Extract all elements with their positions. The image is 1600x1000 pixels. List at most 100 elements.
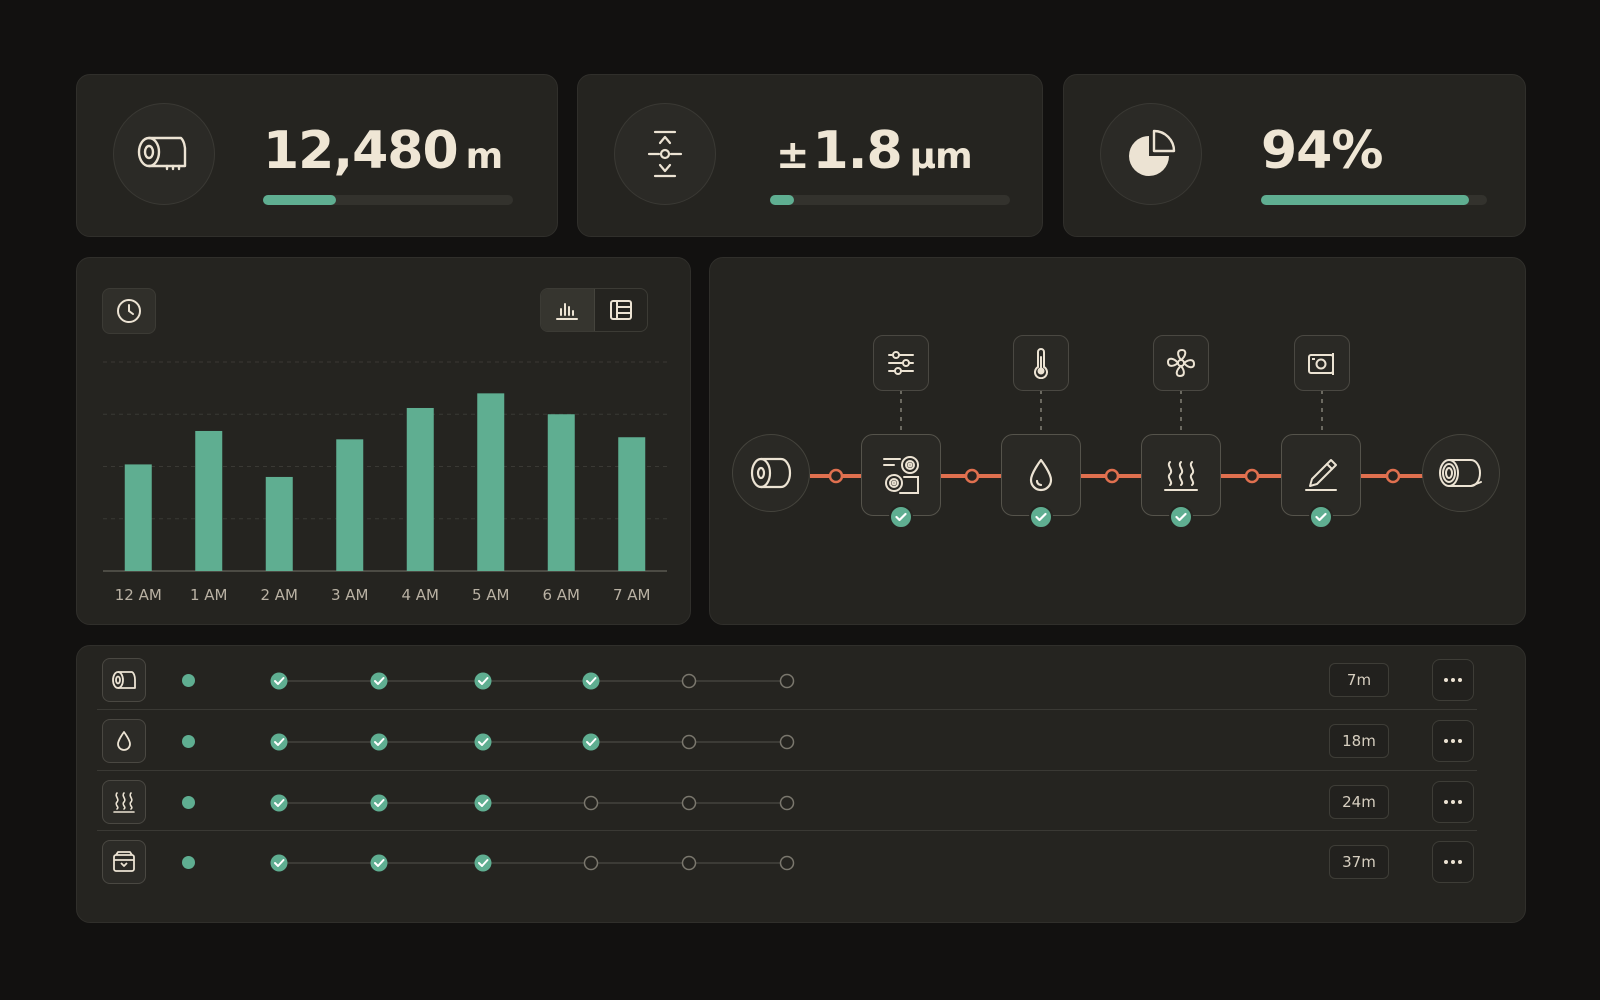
chart-x-tick-label: 3 AM	[331, 586, 369, 604]
production-bar-chart: 12 AM 1 AM 2 AM 3 AM 4 AM 5 AM 6 AM 7 AM	[103, 361, 667, 604]
paper-roll-icon	[102, 658, 146, 702]
status-dot	[182, 674, 195, 687]
step-complete-marker	[582, 733, 600, 751]
table-view-icon	[609, 300, 632, 320]
step-complete-marker	[270, 733, 288, 751]
step-complete-marker	[270, 794, 288, 812]
pipeline-junction	[1104, 468, 1120, 484]
droplet-icon	[1029, 458, 1053, 492]
check-icon	[586, 677, 597, 685]
step-pending-marker	[583, 855, 599, 871]
check-icon	[374, 799, 385, 807]
bar-chart-icon	[556, 303, 579, 320]
clock-icon[interactable]	[102, 288, 156, 334]
status-dot	[182, 856, 195, 869]
stage-complete-check-icon	[889, 505, 913, 529]
chart-x-tick-label: 1 AM	[190, 586, 228, 604]
step-complete-marker	[270, 854, 288, 872]
pipeline-stage-coating[interactable]	[1001, 434, 1081, 529]
box-icon	[102, 840, 146, 884]
check-icon	[478, 677, 489, 685]
kpi-length-value: 12,480 m	[263, 121, 503, 181]
more-options-button[interactable]	[1432, 781, 1474, 823]
step-complete-marker	[474, 854, 492, 872]
duration-badge: 37m	[1329, 845, 1389, 879]
step-pending-marker	[681, 855, 697, 871]
pipeline-connectors	[810, 390, 1430, 484]
unwind-rolls-icon	[883, 456, 919, 494]
heat-waves-icon	[102, 780, 146, 824]
step-complete-marker	[370, 672, 388, 690]
step-complete-marker	[370, 794, 388, 812]
pipeline-stage-unwind[interactable]	[861, 434, 941, 529]
check-icon	[374, 859, 385, 867]
row-divider	[97, 830, 1477, 831]
check-icon	[478, 799, 489, 807]
check-icon	[374, 677, 385, 685]
heat-waves-icon	[1164, 461, 1198, 491]
chart-bar[interactable]	[195, 430, 223, 571]
pipeline-stage-inspection[interactable]	[1281, 434, 1361, 529]
check-icon	[478, 859, 489, 867]
check-icon	[374, 738, 385, 746]
process-pipeline-card	[709, 257, 1526, 625]
chart-x-tick-label: 6 AM	[542, 586, 580, 604]
table-view-button[interactable]	[595, 289, 648, 331]
pipeline-junction	[828, 468, 844, 484]
production-chart-card: 12 AM 1 AM 2 AM 3 AM 4 AM 5 AM 6 AM 7 AM	[76, 257, 691, 625]
paper-roll-icon	[113, 103, 215, 205]
chart-x-tick-label: 7 AM	[613, 586, 651, 604]
fan-icon[interactable]	[1153, 335, 1209, 391]
chart-view-toggle	[540, 288, 648, 332]
step-pending-marker	[779, 673, 795, 689]
output-roll-icon[interactable]	[1422, 434, 1500, 512]
stage-complete-check-icon	[1169, 505, 1193, 529]
more-options-button[interactable]	[1432, 659, 1474, 701]
step-complete-marker	[270, 672, 288, 690]
chart-x-tick-label: 4 AM	[401, 586, 439, 604]
step-complete-marker	[582, 672, 600, 690]
check-icon	[274, 677, 285, 685]
step-pending-marker	[583, 795, 599, 811]
kpi-tolerance-value: ±1.8 µm	[776, 121, 973, 181]
chart-bar[interactable]	[124, 464, 152, 571]
chart-bar[interactable]	[406, 407, 434, 571]
kpi-card-efficiency: 94%	[1063, 74, 1526, 237]
camera-icon[interactable]	[1294, 335, 1350, 391]
kpi-efficiency-progress	[1261, 195, 1487, 205]
pipeline-junction	[1385, 468, 1401, 484]
check-icon	[586, 738, 597, 746]
step-complete-marker	[370, 733, 388, 751]
pie-chart-icon	[1100, 103, 1202, 205]
step-complete-marker	[474, 672, 492, 690]
chart-bar[interactable]	[547, 414, 575, 571]
pipeline-junction	[964, 468, 980, 484]
kpi-tolerance-progress	[770, 195, 1010, 205]
more-options-button[interactable]	[1432, 841, 1474, 883]
step-pending-marker	[779, 734, 795, 750]
chart-x-tick-label: 12 AM	[115, 586, 162, 604]
check-icon	[274, 799, 285, 807]
step-pending-marker	[681, 795, 697, 811]
chart-bar[interactable]	[618, 437, 646, 571]
more-options-button[interactable]	[1432, 720, 1474, 762]
bar-chart-view-button[interactable]	[541, 289, 595, 331]
batch-row[interactable]: 24m	[97, 771, 1477, 833]
thermometer-icon[interactable]	[1013, 335, 1069, 391]
batch-row[interactable]: 37m	[97, 831, 1477, 893]
pipeline-stage-drying[interactable]	[1141, 434, 1221, 529]
chart-bar[interactable]	[265, 476, 293, 571]
chart-bar[interactable]	[477, 393, 505, 571]
step-pending-marker	[779, 855, 795, 871]
ellipsis-icon	[1444, 860, 1462, 864]
step-pending-marker	[681, 673, 697, 689]
sliders-icon[interactable]	[873, 335, 929, 391]
pen-coating-icon	[1305, 459, 1337, 491]
batch-row[interactable]: 7m	[97, 649, 1477, 711]
kpi-card-tolerance: ±1.8 µm	[577, 74, 1043, 237]
batch-row[interactable]: 18m	[97, 710, 1477, 772]
status-dot	[182, 735, 195, 748]
status-dot	[182, 796, 195, 809]
chart-bar[interactable]	[336, 439, 364, 571]
input-roll-icon[interactable]	[732, 434, 810, 512]
